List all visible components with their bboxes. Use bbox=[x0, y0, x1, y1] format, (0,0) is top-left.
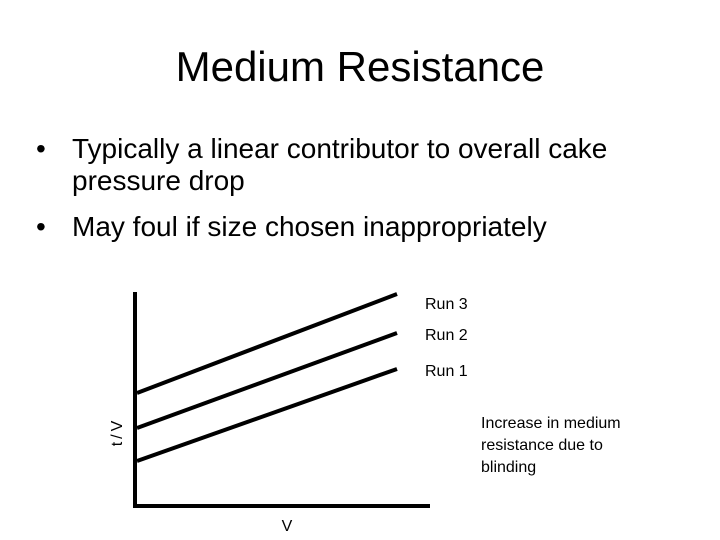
run-1-label: Run 1 bbox=[425, 363, 468, 380]
bullet-item: May foul if size chosen inappropriately bbox=[36, 211, 696, 243]
run-3-label: Run 3 bbox=[425, 296, 468, 313]
blinding-annotation: Increase in medium resistance due to bli… bbox=[481, 415, 621, 476]
bullet-item: Typically a linear contributor to overal… bbox=[36, 133, 696, 197]
x-axis-label: V bbox=[282, 518, 293, 535]
run-2-line bbox=[136, 331, 398, 430]
bullet-list: Typically a linear contributor to overal… bbox=[36, 133, 696, 257]
run-3-line bbox=[136, 292, 398, 395]
run-2-label: Run 2 bbox=[425, 327, 468, 344]
y-axis-label: t/V bbox=[109, 418, 126, 447]
slide-title: Medium Resistance bbox=[175, 43, 545, 90]
run-1-line bbox=[136, 367, 398, 463]
